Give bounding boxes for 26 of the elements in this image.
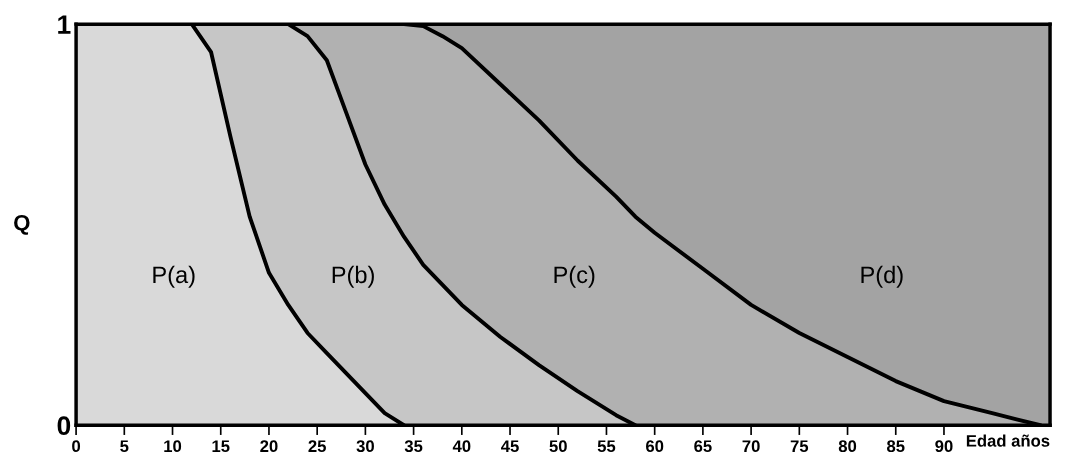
- y-tick-label: 1: [58, 15, 71, 34]
- x-tick-label: 30: [356, 440, 374, 453]
- x-tick-label: 90: [935, 440, 953, 453]
- x-tick-label: 70: [742, 440, 760, 453]
- x-tick-label: 55: [597, 440, 616, 453]
- x-tick-label: 10: [164, 440, 182, 453]
- y-axis-title: Q: [14, 214, 30, 235]
- x-tick-label: 35: [404, 440, 423, 453]
- series-label: P(c): [554, 265, 595, 288]
- x-tick-label: 50: [549, 440, 567, 453]
- x-tick-label: 65: [694, 440, 712, 453]
- x-tick-label: 75: [790, 440, 809, 453]
- x-axis-title: Edad años: [966, 434, 1050, 447]
- x-tick-label: 25: [308, 440, 326, 453]
- x-tick-label: 80: [838, 440, 857, 453]
- x-tick-label: 85: [887, 440, 905, 453]
- x-tick-label: 0: [72, 440, 81, 453]
- x-tick-label: 20: [260, 440, 278, 453]
- x-tick-label: 45: [501, 440, 519, 453]
- x-tick-label: 5: [120, 440, 129, 453]
- x-tick-label: 15: [212, 440, 230, 453]
- series-label: P(d): [861, 265, 903, 288]
- x-tick-label: 60: [646, 440, 664, 453]
- series-label: P(b): [332, 265, 374, 288]
- series-label: P(a): [153, 265, 195, 288]
- x-tick-label: 40: [452, 440, 471, 453]
